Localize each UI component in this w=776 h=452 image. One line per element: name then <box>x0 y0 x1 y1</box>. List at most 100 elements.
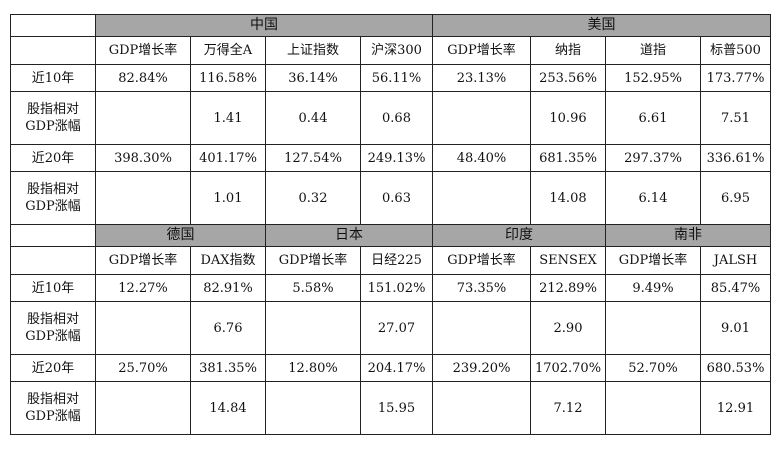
table-cell: 1.41 <box>190 91 266 145</box>
table-cell: 85.47% <box>700 274 771 302</box>
table-row: 股指相对GDP涨幅 6.76 27.07 2.90 9.01 <box>10 301 771 355</box>
table-cell: 381.35% <box>190 354 266 382</box>
column-header: 沪深300 <box>360 36 433 65</box>
table-cell: 27.07 <box>360 301 433 355</box>
table-cell: 56.11% <box>360 64 433 92</box>
country-header: 美国 <box>432 14 771 37</box>
table-cell <box>265 381 361 435</box>
table-row: 近20年 25.70% 381.35% 12.80% 204.17% 239.20% 170… <box>10 354 771 382</box>
table-cell: 1702.70% <box>530 354 606 382</box>
table-cell: 9.49% <box>605 274 701 302</box>
table-cell: 173.77% <box>700 64 771 92</box>
table-cell: 0.68 <box>360 91 433 145</box>
country-header: 南非 <box>605 224 771 247</box>
table-cell: 9.01 <box>700 301 771 355</box>
row-label: 股指相对GDP涨幅 <box>10 381 96 435</box>
table-cell <box>95 91 191 145</box>
table-cell: 6.14 <box>605 171 701 225</box>
table-cell: 5.58% <box>265 274 361 302</box>
table-cell: 127.54% <box>265 144 361 172</box>
table-cell: 14.84 <box>190 381 266 435</box>
table-cell: 23.13% <box>432 64 531 92</box>
table-cell: 25.70% <box>95 354 191 382</box>
table-cell: 7.12 <box>530 381 606 435</box>
table-cell: 398.30% <box>95 144 191 172</box>
row-label: 近10年 <box>10 64 96 92</box>
column-header: JALSH <box>700 246 771 275</box>
table-cell: 681.35% <box>530 144 606 172</box>
table-cell: 204.17% <box>360 354 433 382</box>
table-cell: 12.80% <box>265 354 361 382</box>
country-header: 中国 <box>95 14 433 37</box>
table-cell <box>605 301 701 355</box>
column-header: SENSEX <box>530 246 606 275</box>
column-header-row: GDP增长率 DAX指数 GDP增长率 日经225 GDP增长率 SENSEX GDP增长率… <box>10 246 771 275</box>
table-cell: 10.96 <box>530 91 606 145</box>
column-header: 上证指数 <box>265 36 361 65</box>
table-cell: 152.95% <box>605 64 701 92</box>
table-cell: 15.95 <box>360 381 433 435</box>
row-label: 近20年 <box>10 144 96 172</box>
row-label: 股指相对GDP涨幅 <box>10 301 96 355</box>
group-header-row: 德国 日本 印度 南非 <box>10 224 771 247</box>
table-cell: 0.63 <box>360 171 433 225</box>
row-label: 近10年 <box>10 274 96 302</box>
column-header: GDP增长率 <box>605 246 701 275</box>
table-cell: 6.76 <box>190 301 266 355</box>
row-label: 股指相对GDP涨幅 <box>10 171 96 225</box>
table-cell: 239.20% <box>432 354 531 382</box>
row-label: 近20年 <box>10 354 96 382</box>
table-cell <box>605 381 701 435</box>
gdp-vs-index-table: 中国 美国 GDP增长率 万得全A 上证指数 沪深300 GDP增长率 纳指 道指 标普500 近1… <box>10 14 771 435</box>
table-cell: 2.90 <box>530 301 606 355</box>
corner-cell <box>10 36 96 65</box>
table-row: 近10年 12.27% 82.91% 5.58% 151.02% 73.35% 212.89… <box>10 274 771 302</box>
column-header: GDP增长率 <box>265 246 361 275</box>
column-header: GDP增长率 <box>95 36 191 65</box>
table-row: 股指相对GDP涨幅 14.84 15.95 7.12 12.91 <box>10 381 771 435</box>
column-header: 纳指 <box>530 36 606 65</box>
column-header: GDP增长率 <box>432 246 531 275</box>
table-row: 股指相对GDP涨幅 1.41 0.44 0.68 10.96 6.61 7.51 <box>10 91 771 145</box>
country-header: 德国 <box>95 224 266 247</box>
table-cell: 0.44 <box>265 91 361 145</box>
table-row: 近20年 398.30% 401.17% 127.54% 249.13% 48.40% 68… <box>10 144 771 172</box>
column-header: 标普500 <box>700 36 771 65</box>
table-cell: 82.84% <box>95 64 191 92</box>
table-cell <box>95 171 191 225</box>
table-cell <box>432 91 531 145</box>
table-cell: 253.56% <box>530 64 606 92</box>
table-cell <box>432 301 531 355</box>
country-header: 日本 <box>265 224 433 247</box>
column-header: GDP增长率 <box>95 246 191 275</box>
table-cell: 1.01 <box>190 171 266 225</box>
group-header-row: 中国 美国 <box>10 14 771 37</box>
table-cell: 14.08 <box>530 171 606 225</box>
corner-cell <box>10 14 96 37</box>
table-cell: 7.51 <box>700 91 771 145</box>
table-cell: 297.37% <box>605 144 701 172</box>
table-cell: 151.02% <box>360 274 433 302</box>
table-cell: 680.53% <box>700 354 771 382</box>
table-cell: 12.27% <box>95 274 191 302</box>
table-cell: 116.58% <box>190 64 266 92</box>
table-cell: 336.61% <box>700 144 771 172</box>
row-label: 股指相对GDP涨幅 <box>10 91 96 145</box>
column-header: 万得全A <box>190 36 266 65</box>
table-row: 股指相对GDP涨幅 1.01 0.32 0.63 14.08 6.14 6.95 <box>10 171 771 225</box>
table-cell: 36.14% <box>265 64 361 92</box>
table-cell: 52.70% <box>605 354 701 382</box>
table-cell: 48.40% <box>432 144 531 172</box>
table-cell <box>432 381 531 435</box>
column-header: GDP增长率 <box>432 36 531 65</box>
table-cell <box>95 381 191 435</box>
table-cell: 212.89% <box>530 274 606 302</box>
table-cell: 401.17% <box>190 144 266 172</box>
table-cell: 82.91% <box>190 274 266 302</box>
column-header: 日经225 <box>360 246 433 275</box>
column-header: 道指 <box>605 36 701 65</box>
table-cell <box>432 171 531 225</box>
table-cell: 249.13% <box>360 144 433 172</box>
table-cell <box>265 301 361 355</box>
table-row: 近10年 82.84% 116.58% 36.14% 56.11% 23.13% 253.5… <box>10 64 771 92</box>
